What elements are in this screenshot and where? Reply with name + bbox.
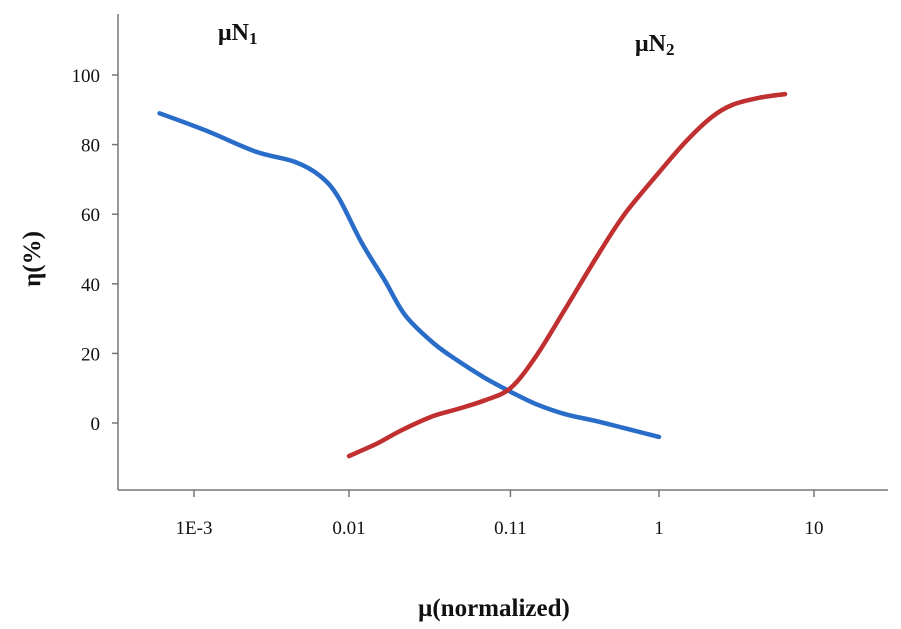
y-tick-label: 20 xyxy=(81,344,100,365)
series-label-μN1: μN1 xyxy=(218,20,257,48)
y-tick-label: 60 xyxy=(81,205,100,226)
y-tick-label: 80 xyxy=(81,136,100,157)
x-tick-label: 0.11 xyxy=(494,518,527,539)
y-tick-label: 0 xyxy=(91,414,101,435)
axes xyxy=(117,14,888,491)
series-labels: μN1 μN2 xyxy=(218,20,674,59)
x-tick-label: 1E-3 xyxy=(176,518,213,539)
series-lines xyxy=(157,91,788,459)
y-axis-title: η(%) xyxy=(19,231,46,287)
y-tick-label: 100 xyxy=(72,66,101,87)
series-line-μN1 xyxy=(157,111,662,440)
series-label-μN2: μN2 xyxy=(635,31,674,59)
x-ticks: 1E-3 0.01 0.11 1 10 xyxy=(176,490,824,539)
y-tick-label: 40 xyxy=(81,275,100,296)
x-tick-label: 0.01 xyxy=(332,518,365,539)
x-tick-label: 10 xyxy=(805,518,824,539)
x-axis-title: μ(normalized) xyxy=(418,595,570,622)
series-line-μN2 xyxy=(346,91,788,459)
y-ticks: 0 20 40 60 80 100 xyxy=(72,66,118,435)
x-tick-label: 1 xyxy=(654,518,664,539)
